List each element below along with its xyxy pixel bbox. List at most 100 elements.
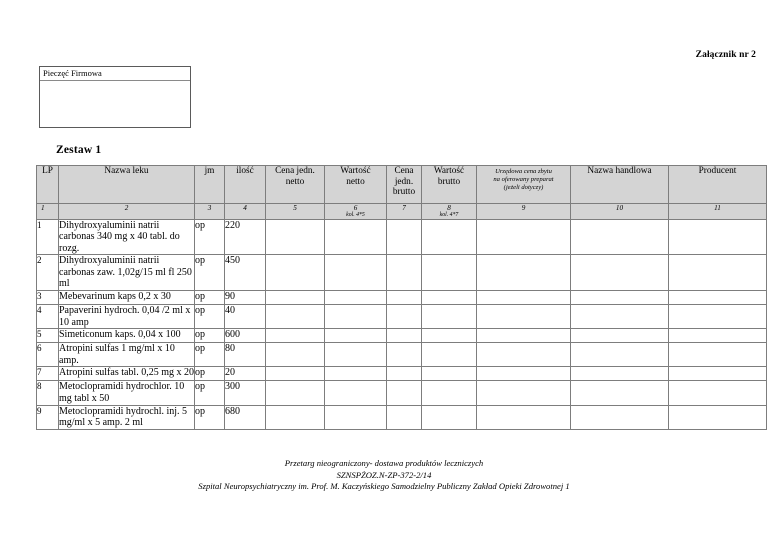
cell-value-net[interactable] xyxy=(324,304,387,330)
cell-value-gross[interactable] xyxy=(421,380,477,406)
cell-unit-price-gross[interactable] xyxy=(386,290,422,306)
table-row: 4 Papaverini hydroch. 0,04 /2 ml x 10 amp… xyxy=(36,304,767,330)
cell-unit-price-gross[interactable] xyxy=(386,218,422,256)
cell-product-name: Dihydroxyaluminii natrii carbonas zaw. 1… xyxy=(58,254,195,292)
cell-producer[interactable] xyxy=(668,218,767,256)
cell-value-gross[interactable] xyxy=(421,254,477,292)
cell-value-net[interactable] xyxy=(324,342,387,368)
cell-unit-price-net[interactable] xyxy=(265,342,325,368)
cell-value-net[interactable] xyxy=(324,404,387,430)
value-net-line1: Wartość xyxy=(340,166,371,176)
cell-producer[interactable] xyxy=(668,366,767,382)
col-number-10: 10 xyxy=(570,203,669,220)
col-number-6-value: 6 xyxy=(353,204,358,212)
cell-trade-name[interactable] xyxy=(570,342,669,368)
annex-label: Załącznik nr 2 xyxy=(695,50,756,60)
set-title: Zestaw 1 xyxy=(56,144,102,156)
official-price-line2: na oferowany preparat xyxy=(493,176,554,183)
col-number-7: 7 xyxy=(386,203,422,220)
cell-official-price[interactable] xyxy=(476,342,571,368)
cell-official-price[interactable] xyxy=(476,254,571,292)
cell-value-gross[interactable] xyxy=(421,304,477,330)
cell-unit: op xyxy=(194,254,225,292)
cell-official-price[interactable] xyxy=(476,218,571,256)
cell-unit-price-net[interactable] xyxy=(265,290,325,306)
cell-trade-name[interactable] xyxy=(570,304,669,330)
col-header-official-price: Urzędowa cena zbytu na oferowany prepara… xyxy=(476,165,571,204)
cell-unit-price-net[interactable] xyxy=(265,328,325,344)
col-number-5: 5 xyxy=(265,203,325,220)
cell-unit-price-net[interactable] xyxy=(265,218,325,256)
company-stamp-area[interactable] xyxy=(40,81,190,129)
cell-value-gross[interactable] xyxy=(421,342,477,368)
cell-official-price[interactable] xyxy=(476,380,571,406)
page-footer: Przetarg nieograniczony- dostawa produkt… xyxy=(0,458,768,493)
cell-unit: op xyxy=(194,328,225,344)
cell-trade-name[interactable] xyxy=(570,254,669,292)
cell-value-net[interactable] xyxy=(324,328,387,344)
cell-producer[interactable] xyxy=(668,404,767,430)
cell-official-price[interactable] xyxy=(476,366,571,382)
col-number-2: 2 xyxy=(58,203,195,220)
cell-unit: op xyxy=(194,290,225,306)
cell-trade-name[interactable] xyxy=(570,328,669,344)
cell-unit-price-gross[interactable] xyxy=(386,254,422,292)
cell-unit-price-gross[interactable] xyxy=(386,380,422,406)
col-number-6-formula: kol. 4*5 xyxy=(346,212,365,218)
cell-lp: 5 xyxy=(36,328,59,344)
footer-line-institution: Szpital Neuropsychiatryczny im. Prof. M.… xyxy=(198,481,570,491)
cell-product-name: Atropini sulfas 1 mg/ml x 10 amp. xyxy=(58,342,195,368)
cell-unit-price-gross[interactable] xyxy=(386,304,422,330)
cell-official-price[interactable] xyxy=(476,290,571,306)
cell-official-price[interactable] xyxy=(476,404,571,430)
cell-trade-name[interactable] xyxy=(570,404,669,430)
cell-value-gross[interactable] xyxy=(421,366,477,382)
cell-value-net[interactable] xyxy=(324,380,387,406)
cell-producer[interactable] xyxy=(668,304,767,330)
cell-value-gross[interactable] xyxy=(421,404,477,430)
cell-unit-price-gross[interactable] xyxy=(386,328,422,344)
cell-value-net[interactable] xyxy=(324,366,387,382)
cell-producer[interactable] xyxy=(668,380,767,406)
cell-value-net[interactable] xyxy=(324,290,387,306)
cell-unit-price-net[interactable] xyxy=(265,304,325,330)
cell-trade-name[interactable] xyxy=(570,366,669,382)
unit-price-net-line1: Cena jedn. xyxy=(275,166,315,176)
cell-unit-price-net[interactable] xyxy=(265,254,325,292)
unit-price-gross-line1: Cena xyxy=(394,166,414,176)
cell-unit-price-gross[interactable] xyxy=(386,404,422,430)
cell-value-net[interactable] xyxy=(324,254,387,292)
unit-price-gross-line2: jedn. xyxy=(394,176,414,187)
cell-official-price[interactable] xyxy=(476,304,571,330)
official-price-line1: Urzędowa cena zbytu xyxy=(495,168,552,175)
cell-trade-name[interactable] xyxy=(570,290,669,306)
cell-producer[interactable] xyxy=(668,342,767,368)
cell-producer[interactable] xyxy=(668,254,767,292)
cell-value-gross[interactable] xyxy=(421,290,477,306)
cell-unit-price-net[interactable] xyxy=(265,380,325,406)
cell-quantity: 450 xyxy=(224,254,266,292)
col-header-unit-price-net: Cena jedn. netto xyxy=(265,165,325,204)
cell-lp: 4 xyxy=(36,304,59,330)
cell-unit: op xyxy=(194,304,225,330)
cell-product-name: Papaverini hydroch. 0,04 /2 ml x 10 amp xyxy=(58,304,195,330)
cell-unit-price-gross[interactable] xyxy=(386,342,422,368)
cell-value-gross[interactable] xyxy=(421,218,477,256)
col-number-11: 11 xyxy=(668,203,767,220)
table-row: 6 Atropini sulfas 1 mg/ml x 10 amp. op 80 xyxy=(36,342,767,368)
cell-unit-price-gross[interactable] xyxy=(386,366,422,382)
cell-producer[interactable] xyxy=(668,290,767,306)
cell-unit-price-net[interactable] xyxy=(265,366,325,382)
col-header-unit-price-gross: Cena jedn. brutto xyxy=(386,165,422,204)
cell-trade-name[interactable] xyxy=(570,218,669,256)
footer-line-tender: Przetarg nieograniczony- dostawa produkt… xyxy=(284,458,484,468)
cell-unit-price-net[interactable] xyxy=(265,404,325,430)
cell-value-gross[interactable] xyxy=(421,328,477,344)
cell-quantity: 80 xyxy=(224,342,266,368)
cell-producer[interactable] xyxy=(668,328,767,344)
company-stamp-box: Pieczęć Firmowa xyxy=(39,66,191,128)
cell-trade-name[interactable] xyxy=(570,380,669,406)
cell-value-net[interactable] xyxy=(324,218,387,256)
table-row: 5 Simeticonum kaps. 0,04 x 100 op 600 xyxy=(36,328,767,344)
cell-official-price[interactable] xyxy=(476,328,571,344)
